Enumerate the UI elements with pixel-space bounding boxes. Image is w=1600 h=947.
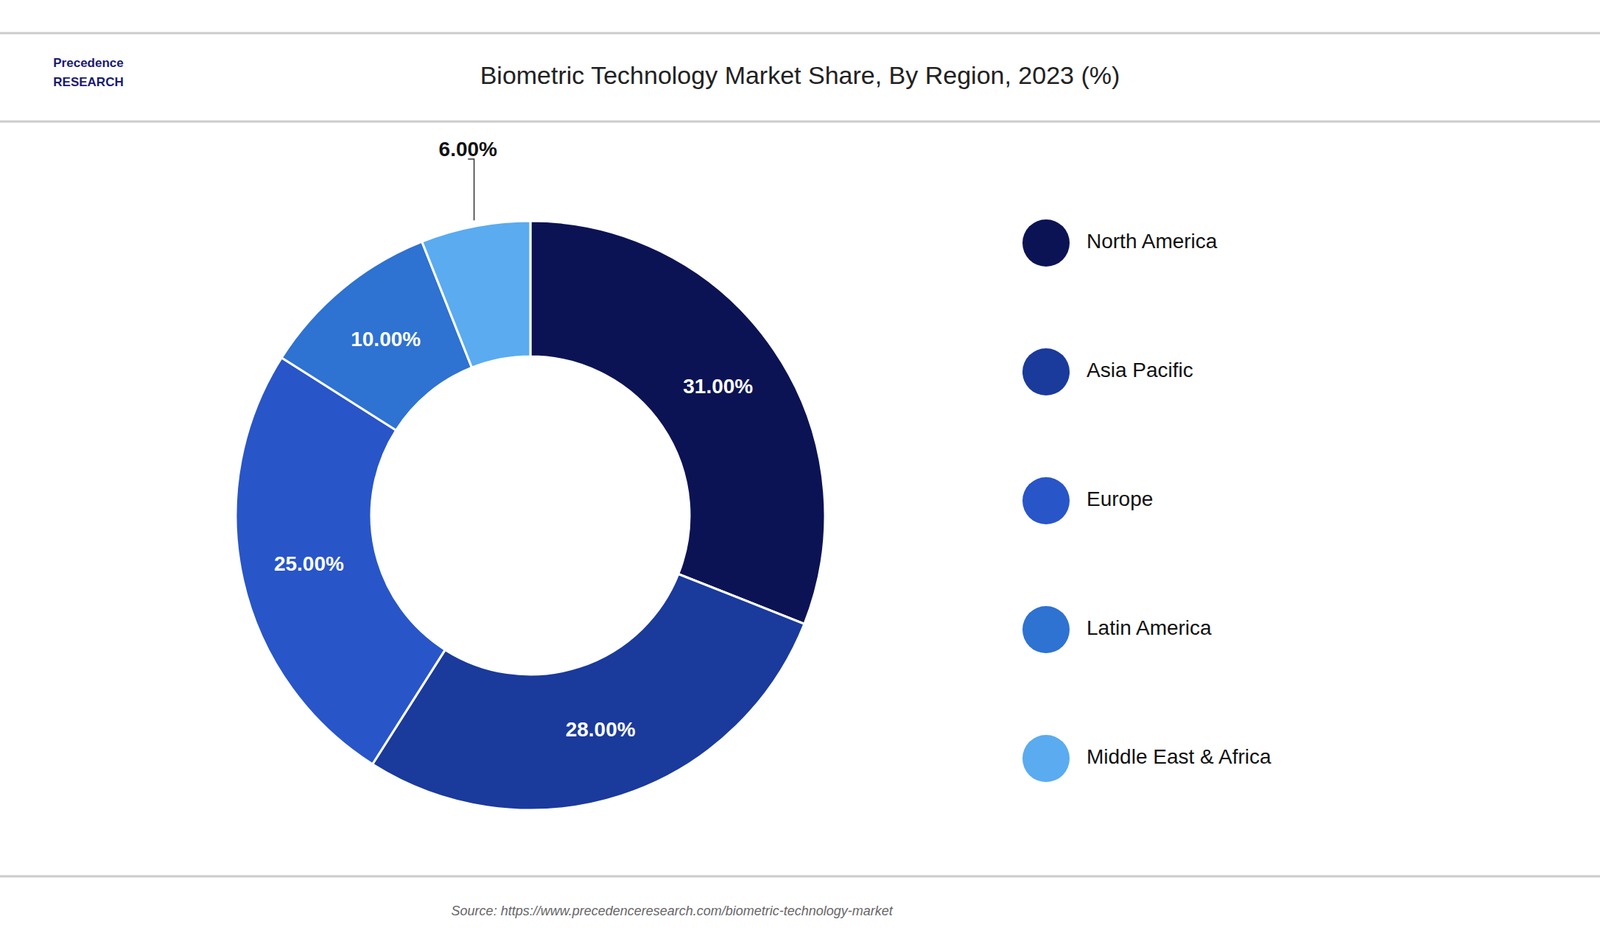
leader-line [467,159,474,221]
donut-slice [372,574,805,811]
annotation: Precedence [53,55,124,70]
separator-line [0,32,1600,35]
donut-slice [422,220,531,368]
donut [235,220,826,811]
chart-title: Biometric Technology Market Share, By Re… [480,61,1121,90]
legend-label: North America [1086,229,1218,253]
data-label: 25.00% [274,552,345,576]
legend-label: Asia Pacific [1086,358,1194,382]
legend-swatch [1022,348,1070,396]
source-note: Source: https://www.precedenceresearch.c… [451,903,894,919]
legend-label: Middle East & Africa [1086,745,1272,769]
legend: North America Asia Pacific Europe Latin Ame… [1022,219,1272,783]
data-label: 31.00% [682,374,753,398]
data-label: 28.00% [565,718,636,742]
donut-slice [530,220,826,624]
separator-line [0,120,1600,124]
annotation: RESEARCH [53,75,124,90]
legend-label: Europe [1086,487,1153,511]
chart: Biometric Technology Market Share, By Re… [0,0,1600,947]
separator-line [0,875,1600,879]
legend-swatch [1022,477,1070,525]
legend-swatch [1022,735,1070,783]
legend-swatch [1022,606,1070,654]
legend-swatch [1022,219,1070,267]
legend-label: Latin America [1086,616,1212,640]
data-labels: 31.00% 28.00% 25.00% 10.00% 6.00% [274,137,753,742]
data-label: 10.00% [350,327,421,351]
donut-slice [235,358,445,765]
plot-area [235,220,826,811]
data-label: 6.00% [439,137,498,161]
